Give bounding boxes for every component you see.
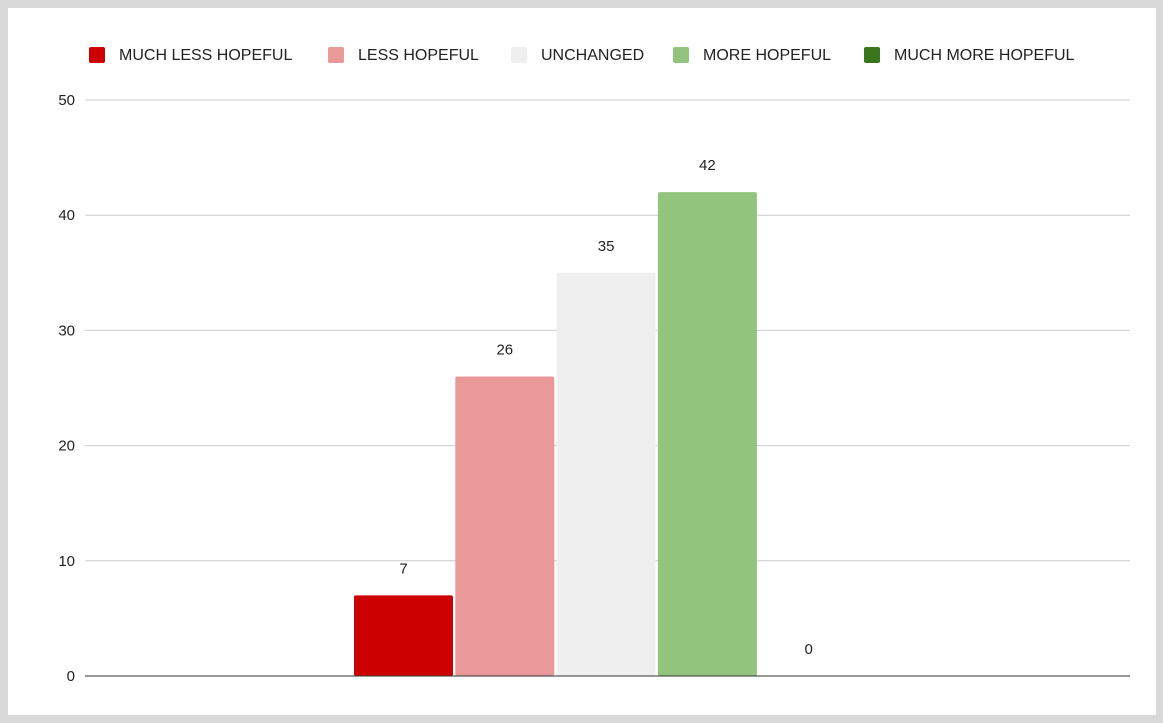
bar-unchanged bbox=[556, 272, 656, 676]
bar-chart: MUCH LESS HOPEFUL LESS HOPEFUL UNCHANGED MO… bbox=[58, 47, 1130, 685]
y-tick-label: 20 bbox=[58, 438, 75, 455]
legend-item-more-hopeful: MORE HOPEFUL bbox=[673, 47, 831, 64]
legend-swatch bbox=[328, 47, 344, 63]
y-tick-label: 40 bbox=[58, 207, 75, 224]
legend-item-much-less-hopeful: MUCH LESS HOPEFUL bbox=[89, 47, 292, 64]
legend-label: MORE HOPEFUL bbox=[703, 47, 831, 64]
legend-label: UNCHANGED bbox=[541, 47, 644, 64]
chart-legend: MUCH LESS HOPEFUL LESS HOPEFUL UNCHANGED MO… bbox=[89, 47, 1075, 64]
data-labels: 7 26 35 42 0 bbox=[399, 157, 813, 658]
legend-label: MUCH LESS HOPEFUL bbox=[119, 47, 292, 64]
bar-much-less-hopeful bbox=[354, 595, 453, 676]
legend-label: MUCH MORE HOPEFUL bbox=[894, 47, 1075, 64]
legend-item-much-more-hopeful: MUCH MORE HOPEFUL bbox=[864, 47, 1075, 64]
legend-item-less-hopeful: LESS HOPEFUL bbox=[328, 47, 479, 64]
y-tick-label: 0 bbox=[67, 668, 75, 685]
legend-label: LESS HOPEFUL bbox=[358, 47, 479, 64]
bar-less-hopeful bbox=[455, 376, 555, 676]
bar-more-hopeful bbox=[657, 192, 757, 676]
chart-frame: MUCH LESS HOPEFUL LESS HOPEFUL UNCHANGED MO… bbox=[8, 8, 1156, 715]
data-label-unchanged: 35 bbox=[598, 238, 615, 255]
y-tick-label: 50 bbox=[58, 92, 75, 109]
legend-swatch bbox=[864, 47, 880, 63]
legend-item-unchanged: UNCHANGED bbox=[511, 47, 644, 64]
legend-swatch bbox=[89, 47, 105, 63]
chart-bars bbox=[354, 192, 757, 676]
legend-swatch bbox=[673, 47, 689, 63]
y-axis: 0 10 20 30 40 50 bbox=[58, 92, 75, 685]
data-label-more-hopeful: 42 bbox=[699, 157, 716, 174]
data-label-much-less-hopeful: 7 bbox=[399, 560, 407, 577]
y-tick-label: 10 bbox=[58, 553, 75, 570]
data-label-less-hopeful: 26 bbox=[496, 341, 513, 358]
data-label-much-more-hopeful: 0 bbox=[805, 641, 813, 658]
y-tick-label: 30 bbox=[58, 322, 75, 339]
legend-swatch bbox=[511, 47, 527, 63]
